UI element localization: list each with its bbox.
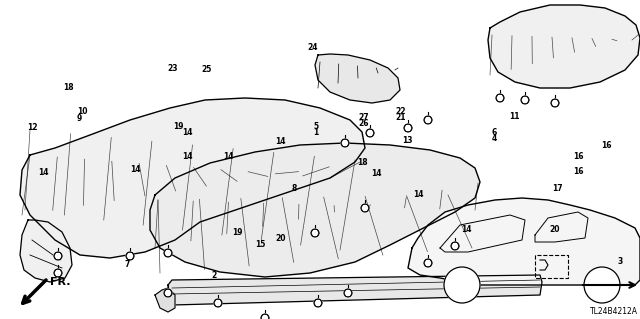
Text: FR.: FR. [50, 277, 70, 287]
Text: 14: 14 [275, 137, 285, 146]
Circle shape [451, 242, 459, 250]
Text: 21: 21 [396, 113, 406, 122]
Polygon shape [408, 198, 640, 285]
Circle shape [54, 252, 62, 260]
Circle shape [214, 299, 222, 307]
Text: 1: 1 [314, 128, 319, 137]
Polygon shape [20, 98, 365, 258]
Text: 20: 20 [549, 225, 559, 234]
Text: 20: 20 [275, 234, 285, 243]
Text: 22: 22 [396, 107, 406, 116]
Text: 4: 4 [492, 134, 497, 143]
Circle shape [164, 249, 172, 257]
Polygon shape [155, 288, 175, 312]
Text: 11: 11 [509, 112, 519, 121]
Text: 15: 15 [255, 240, 265, 249]
Text: 14: 14 [38, 168, 49, 177]
Circle shape [311, 229, 319, 237]
Text: 19: 19 [232, 228, 243, 237]
Text: 25: 25 [202, 65, 212, 74]
Circle shape [404, 124, 412, 132]
Circle shape [164, 289, 172, 297]
Circle shape [424, 116, 432, 124]
Circle shape [551, 99, 559, 107]
Text: 12: 12 [27, 123, 37, 132]
Circle shape [361, 204, 369, 212]
Circle shape [521, 96, 529, 104]
Text: 19: 19 [173, 122, 183, 130]
Polygon shape [168, 275, 542, 305]
Text: 2: 2 [211, 271, 216, 280]
Text: 14: 14 [182, 152, 193, 161]
Text: 18: 18 [63, 83, 74, 92]
Text: 26: 26 [358, 119, 369, 128]
Text: 23: 23 [168, 64, 178, 73]
Text: 10: 10 [77, 107, 87, 116]
Circle shape [341, 139, 349, 147]
Text: 6: 6 [492, 128, 497, 137]
Polygon shape [315, 54, 400, 103]
Text: 14: 14 [461, 225, 471, 234]
Text: 18: 18 [357, 158, 368, 167]
Circle shape [261, 314, 269, 319]
Text: 16: 16 [602, 141, 612, 150]
Text: 14: 14 [182, 128, 193, 137]
Circle shape [126, 252, 134, 260]
Text: 8: 8 [291, 184, 296, 193]
Text: 13: 13 [402, 136, 412, 145]
Polygon shape [20, 220, 72, 282]
Text: 27: 27 [358, 113, 369, 122]
Polygon shape [150, 143, 480, 277]
Text: 16: 16 [573, 167, 583, 176]
Text: TL24B4212A: TL24B4212A [590, 307, 638, 316]
Circle shape [54, 269, 62, 277]
Text: 14: 14 [223, 152, 233, 161]
Circle shape [496, 94, 504, 102]
Circle shape [584, 267, 620, 303]
Text: 9: 9 [77, 114, 82, 122]
Text: 14: 14 [371, 169, 381, 178]
Text: 17: 17 [552, 184, 563, 193]
Text: 7: 7 [125, 260, 130, 269]
Text: 16: 16 [573, 152, 583, 161]
Text: 14: 14 [130, 165, 140, 174]
Circle shape [424, 259, 432, 267]
Text: 3: 3 [618, 257, 623, 266]
Circle shape [444, 267, 480, 303]
Circle shape [314, 299, 322, 307]
Text: 24: 24 [307, 43, 317, 52]
Text: 5: 5 [314, 122, 319, 130]
Circle shape [366, 129, 374, 137]
Circle shape [344, 289, 352, 297]
Polygon shape [488, 5, 640, 88]
Text: 14: 14 [413, 190, 423, 199]
